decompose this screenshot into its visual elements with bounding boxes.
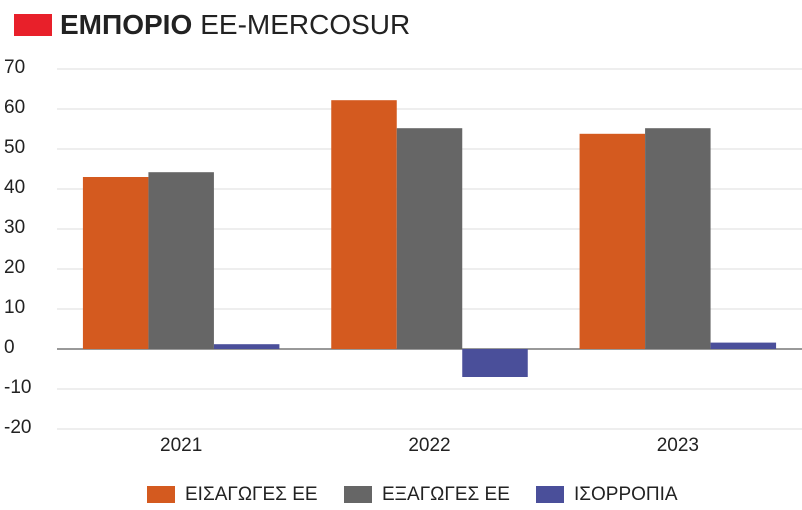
title-icon [14, 14, 52, 36]
title-bold: ΕΜΠΟΡΙΟ [60, 9, 192, 40]
y-tick-label: 20 [4, 257, 25, 278]
x-tick-label: 2022 [408, 435, 450, 456]
bar [579, 133, 646, 349]
bar [213, 344, 280, 349]
x-tick-label: 2023 [657, 435, 699, 456]
title-rest: ΕΕ-MERCOSUR [200, 9, 410, 40]
bar [148, 172, 214, 349]
legend-label: ΕΞΑΓΩΓΕΣ ΕΕ [382, 484, 510, 505]
y-tick-label: 50 [4, 137, 25, 158]
y-tick-label: 30 [4, 217, 25, 238]
legend-label: ΕΙΣΑΓΩΓΕΣ ΕΕ [185, 484, 318, 505]
legend-swatch [147, 486, 175, 503]
legend-swatch [536, 486, 564, 503]
bar [82, 177, 149, 349]
y-tick-label: 70 [4, 57, 25, 78]
bar [462, 349, 528, 377]
y-tick-label: -10 [4, 377, 31, 398]
legend-label: ΙΣΟΡΡΟΠΙΑ [574, 484, 678, 505]
y-tick-label: 60 [4, 97, 25, 118]
legend-swatch [344, 486, 372, 503]
bar [710, 342, 777, 349]
bar [645, 128, 711, 349]
y-tick-label: 0 [4, 337, 15, 358]
x-tick-label: 2021 [160, 435, 202, 456]
chart-title: ΕΜΠΟΡΙΟ ΕΕ-MERCOSUR [60, 9, 410, 40]
bar [396, 128, 463, 349]
bar [331, 100, 397, 349]
y-tick-label: 10 [4, 297, 25, 318]
y-tick-label: -20 [4, 417, 31, 438]
y-tick-label: 40 [4, 177, 25, 198]
